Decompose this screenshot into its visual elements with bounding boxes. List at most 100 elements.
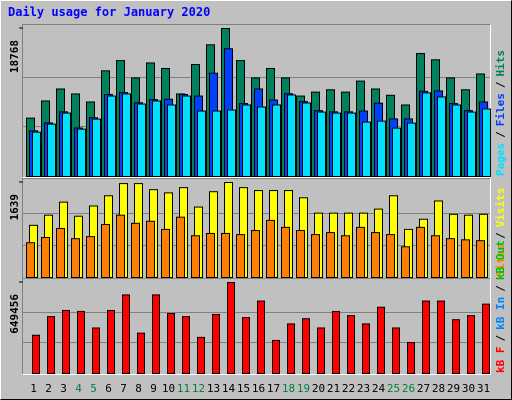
bar <box>116 214 125 278</box>
x-tick-label: 25 <box>387 382 400 395</box>
legend: Pages / Files / Hits <box>494 50 507 176</box>
bar <box>92 327 100 374</box>
bar <box>452 104 461 177</box>
panel-bevel <box>22 178 491 279</box>
bar <box>77 128 86 178</box>
bar <box>197 336 205 374</box>
bar <box>377 120 386 177</box>
x-tick-label: 27 <box>417 382 430 395</box>
bar <box>437 300 445 375</box>
bar <box>146 220 155 278</box>
x-tick-label: 8 <box>135 382 142 395</box>
bar <box>62 309 70 375</box>
x-tick-label: 31 <box>477 382 490 395</box>
x-tick-label: 30 <box>462 382 475 395</box>
x-tick-label: 23 <box>357 382 370 395</box>
bar <box>317 327 325 374</box>
bar <box>287 94 296 177</box>
bar <box>377 306 385 374</box>
bar <box>326 232 335 278</box>
bar <box>392 327 400 374</box>
bar <box>101 223 110 279</box>
bar <box>182 95 191 177</box>
x-tick-label: 13 <box>207 382 220 395</box>
x-tick-label: 15 <box>237 382 250 395</box>
bar <box>107 309 115 375</box>
panel-bevel <box>22 278 491 375</box>
bar <box>332 310 340 374</box>
bar <box>92 118 101 177</box>
bar <box>452 319 460 375</box>
bar <box>167 104 176 177</box>
bar <box>56 228 65 278</box>
x-tick-label: 18 <box>282 382 295 395</box>
x-tick-label: 17 <box>267 382 280 395</box>
panel-bevel <box>22 24 491 178</box>
x-tick-label: 7 <box>120 382 127 395</box>
x-tick-label: 11 <box>177 382 190 395</box>
bar <box>182 316 190 375</box>
bar <box>212 314 220 374</box>
bar <box>407 342 415 375</box>
y-tick-label: 18768 <box>8 40 21 73</box>
bar <box>227 282 235 374</box>
bar <box>137 332 145 375</box>
bar <box>122 294 130 375</box>
bar <box>287 323 295 375</box>
legend-entry: Hits <box>494 50 507 77</box>
bar <box>476 240 485 278</box>
bar <box>302 102 311 177</box>
bar <box>227 109 236 177</box>
legend: Sites / Visits <box>494 188 507 278</box>
bar <box>161 228 170 279</box>
bar <box>86 236 95 279</box>
bar <box>371 232 380 278</box>
bar <box>461 239 470 278</box>
bar <box>311 234 320 278</box>
y-tick-label: 1639 <box>8 194 21 221</box>
bar <box>107 95 116 177</box>
x-tick-label: 1 <box>30 382 37 395</box>
x-tick-label: 28 <box>432 382 445 395</box>
legend: kB F / kB In / kB Out <box>494 240 507 373</box>
bar <box>242 104 251 177</box>
x-tick-label: 26 <box>402 382 415 395</box>
bar <box>251 230 260 279</box>
bar <box>62 112 71 177</box>
bar <box>26 242 35 279</box>
bar <box>416 226 425 278</box>
bar <box>362 323 370 375</box>
bar <box>32 334 40 374</box>
legend-entry: Files <box>494 93 507 126</box>
bar <box>236 234 245 278</box>
bar <box>242 317 250 374</box>
bar <box>347 112 356 177</box>
bar <box>257 300 265 375</box>
legend-entry: Pages <box>494 143 507 176</box>
bar <box>221 232 230 278</box>
legend-entry: kB F <box>494 347 507 374</box>
bar <box>296 230 305 279</box>
x-tick-label: 4 <box>75 382 82 395</box>
bar <box>422 300 430 375</box>
legend-entry: kB Out <box>494 240 507 280</box>
bar <box>152 100 161 177</box>
bar <box>272 339 280 374</box>
bar <box>197 110 206 177</box>
bar <box>122 93 131 177</box>
x-tick-label: 6 <box>105 382 112 395</box>
x-tick-label: 14 <box>222 382 236 395</box>
bar <box>467 315 475 374</box>
bar <box>266 219 275 278</box>
bar <box>332 112 341 177</box>
x-tick-label: 22 <box>342 382 355 395</box>
legend-separator: / <box>494 81 507 88</box>
x-tick-label: 21 <box>327 382 340 395</box>
panel-bevel <box>22 24 491 178</box>
x-tick-label: 19 <box>297 382 310 395</box>
x-tick-label: 3 <box>60 382 67 395</box>
bar <box>431 235 440 279</box>
bar <box>401 246 410 278</box>
bar <box>32 131 41 177</box>
x-tick-label: 16 <box>252 382 265 395</box>
